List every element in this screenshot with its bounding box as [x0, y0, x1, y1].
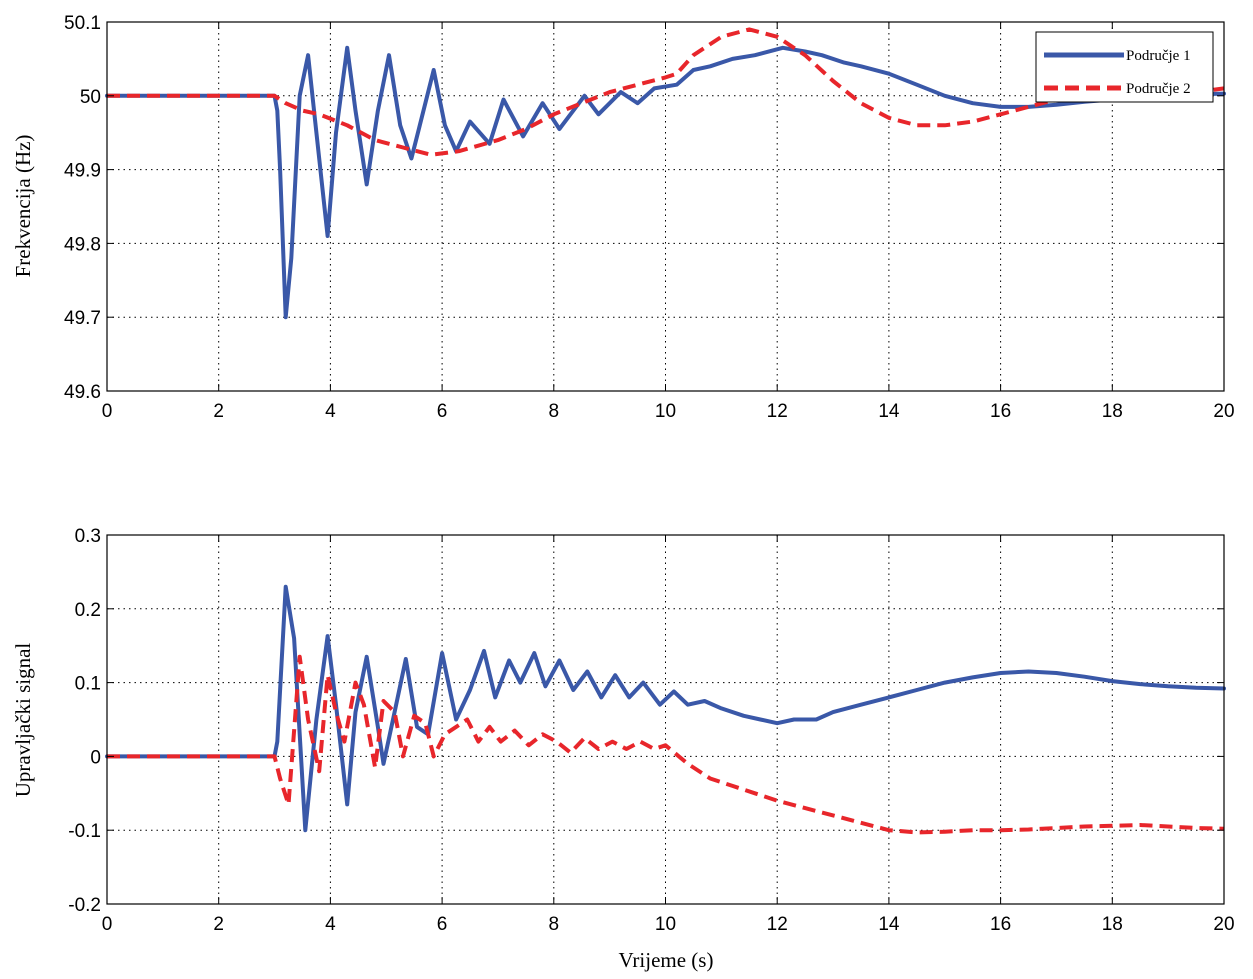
- x-tick-labels: 0 2 4 6 8 10 12 14 16 18 20: [102, 401, 1235, 422]
- x-tick-label: 16: [990, 914, 1011, 935]
- y-tick-label: 0: [90, 747, 101, 768]
- x-tick-label: 0: [102, 914, 113, 935]
- control-signal-panel: 0 2 4 6 8 10 12 14 16 18 20 -0.2 -0.1 0 0.1 0.2 0.3 Upr…: [11, 526, 1235, 972]
- x-tick-labels: 0 2 4 6 8 10 12 14 16 18 20: [102, 914, 1235, 935]
- series-layer: [105, 27, 1226, 320]
- y-tick-label: 0.2: [75, 600, 101, 621]
- legend-label-series-2: Područje 2: [1126, 81, 1191, 97]
- legend-label-series-1: Područje 1: [1126, 48, 1191, 64]
- y-tick-label: -0.1: [68, 821, 101, 842]
- series-line-2: [107, 27, 1225, 157]
- tick-marks: [106, 21, 1225, 392]
- y-tick-label: 49.7: [64, 308, 101, 329]
- x-tick-label: 4: [325, 401, 336, 422]
- x-tick-label: 4: [325, 914, 336, 935]
- x-tick-label: 18: [1102, 401, 1123, 422]
- x-tick-label: 12: [767, 914, 788, 935]
- x-tick-label: 6: [437, 914, 448, 935]
- y-tick-labels: -0.2 -0.1 0 0.1 0.2 0.3: [68, 526, 101, 916]
- y-tick-label: 49.6: [64, 382, 101, 403]
- x-tick-label: 2: [213, 914, 224, 935]
- y-tick-label: 0.1: [75, 674, 101, 695]
- y-tick-label: 50: [80, 87, 101, 108]
- y-axis-label: Upravljački signal: [11, 643, 35, 798]
- x-tick-label: 14: [878, 401, 900, 422]
- x-tick-label: 8: [549, 401, 560, 422]
- x-axis-label: Vrijeme (s): [619, 948, 714, 972]
- x-tick-label: 2: [213, 401, 224, 422]
- series-layer: [105, 584, 1226, 835]
- x-tick-label: 10: [655, 914, 676, 935]
- x-tick-label: 14: [878, 914, 900, 935]
- series-line-1: [105, 45, 1226, 320]
- y-tick-labels: 49.6 49.7 49.8 49.9 50 50.1: [64, 13, 101, 403]
- x-tick-label: 20: [1213, 914, 1234, 935]
- tick-marks: [106, 534, 1225, 905]
- x-tick-label: 12: [767, 401, 788, 422]
- x-tick-label: 16: [990, 401, 1011, 422]
- x-tick-label: 20: [1213, 401, 1234, 422]
- legend: Područje 1 Područje 2: [1035, 31, 1214, 103]
- gridlines: [107, 535, 1224, 904]
- x-tick-label: 8: [549, 914, 560, 935]
- x-tick-label: 6: [437, 401, 448, 422]
- x-tick-label: 18: [1102, 914, 1123, 935]
- y-tick-label: 0.3: [75, 526, 101, 547]
- series-line-1: [105, 584, 1226, 833]
- x-tick-label: 0: [102, 401, 113, 422]
- y-tick-label: -0.2: [68, 895, 101, 916]
- y-tick-label: 49.9: [64, 161, 101, 182]
- y-axis-label: Frekvencija (Hz): [11, 135, 35, 278]
- series-line-2: [107, 654, 1225, 835]
- y-tick-label: 50.1: [64, 13, 101, 34]
- y-tick-label: 49.8: [64, 234, 101, 255]
- x-tick-label: 10: [655, 401, 676, 422]
- frequency-panel: 0 2 4 6 8 10 12 14 16 18 20 49.6 49.7 49.8 49.9 50 50.1…: [11, 13, 1235, 422]
